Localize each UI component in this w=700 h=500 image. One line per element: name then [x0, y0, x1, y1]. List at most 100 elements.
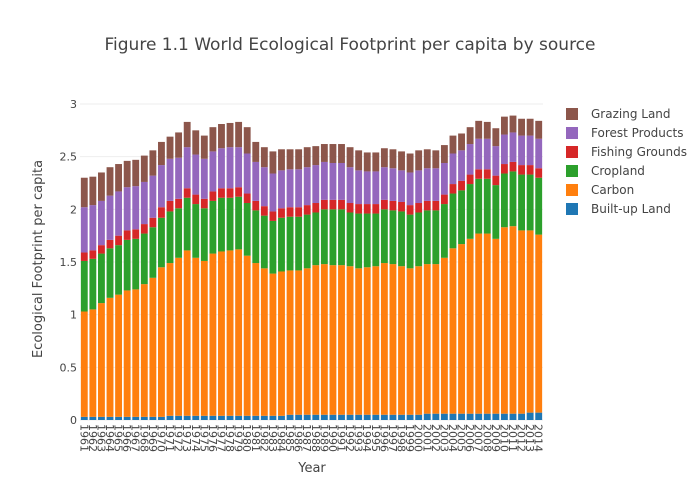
bar-segment [89, 250, 97, 259]
bar-segment [123, 160, 131, 188]
bar-segment [535, 168, 543, 178]
bar-segment [312, 165, 320, 204]
bar-segment [372, 171, 380, 205]
bar-segment [243, 153, 251, 194]
bar-segment [158, 141, 165, 166]
bar-segment [226, 197, 234, 251]
bar-segment [398, 211, 405, 267]
y-tick-label: 0 [70, 414, 77, 427]
bar-segment [303, 414, 311, 420]
x-tick-label: 2008 [480, 424, 493, 452]
bar-segment [355, 213, 363, 269]
bar-segment [449, 413, 457, 420]
bar-segment [372, 204, 380, 214]
bar-segment [346, 414, 354, 420]
bar-segment [449, 193, 457, 249]
bar-segment [466, 184, 474, 239]
bar-segment [312, 265, 320, 415]
bar-segment [80, 207, 88, 253]
bar-segment [209, 200, 217, 254]
bar-segment [260, 206, 268, 216]
bar-segment [192, 154, 200, 195]
bar-segment [475, 138, 483, 170]
bar-segment [243, 255, 251, 416]
bar-segment [183, 197, 191, 251]
legend-swatch [566, 146, 578, 158]
bar-segment [278, 217, 285, 272]
bar-segment [149, 217, 157, 228]
bar-segment [175, 132, 183, 158]
bar-segment [209, 415, 217, 420]
bar-segment [123, 290, 131, 417]
bar-segment [269, 220, 277, 274]
bar-segment [432, 210, 440, 265]
bar-segment [140, 155, 148, 182]
x-tick-labels: 1961196219631964196519661967196819691970… [77, 424, 544, 452]
x-tick-label: 1964 [103, 424, 116, 452]
bar-segment [278, 149, 285, 171]
bar-segment [295, 216, 303, 271]
bar-segment [440, 204, 448, 258]
legend-label: Carbon [591, 183, 634, 197]
bar-segment [98, 172, 105, 201]
bar-segment [98, 303, 105, 417]
bar-segment [115, 294, 123, 417]
bar-segment [260, 167, 268, 207]
x-tick-label: 1981 [249, 424, 262, 452]
bar-segment [269, 173, 277, 212]
bar-segment [175, 157, 183, 199]
bar-segment [149, 227, 157, 278]
bar-segment [235, 196, 243, 250]
bar-segment [389, 264, 397, 415]
bar-segment [175, 208, 183, 258]
bar-segment [175, 257, 183, 416]
x-tick-label: 2006 [463, 424, 476, 452]
x-tick-label: 1996 [377, 424, 390, 452]
x-tick-label: 1971 [163, 424, 176, 452]
bar-segment [166, 211, 174, 264]
bar-segment [329, 265, 337, 415]
bar-segment [269, 415, 277, 420]
bar-segment [175, 198, 183, 209]
bar-segment [98, 253, 105, 304]
bar-segment [406, 153, 414, 173]
bar-segment [235, 121, 243, 148]
bar-segment [423, 264, 431, 414]
bar-segment [389, 210, 397, 265]
legend-swatch [566, 127, 578, 139]
bar-segment [252, 200, 260, 211]
bar-segment [132, 229, 140, 239]
bar-segment [535, 234, 543, 413]
bar-segment [200, 158, 208, 199]
legend-label: Fishing Grounds [591, 145, 687, 159]
bar-segment [518, 230, 525, 414]
bar-segment [209, 253, 217, 416]
bar-segment [235, 249, 243, 416]
bar-segment [200, 260, 208, 416]
bar-segment [406, 172, 414, 206]
bar-segment [346, 167, 354, 204]
bar-segment [466, 413, 474, 420]
x-tick-label: 2014 [532, 424, 545, 452]
bar-segment [423, 210, 431, 265]
x-tick-label: 2010 [497, 424, 510, 452]
bar-segment [415, 150, 423, 171]
bar-segment [303, 147, 311, 168]
bar-segment [406, 214, 414, 269]
bar-segment [372, 152, 380, 172]
x-tick-label: 1991 [335, 424, 348, 452]
bar-segment [183, 250, 191, 416]
bar-segment [338, 414, 345, 420]
bar-segment [440, 145, 448, 163]
bar-segment [415, 203, 423, 213]
bar-segment [166, 158, 174, 201]
legend: Grazing Land Forest Products Fishing Groun… [566, 107, 687, 216]
x-tick-label: 1988 [309, 424, 322, 452]
x-tick-label: 1968 [137, 424, 150, 452]
x-tick-label: 1982 [257, 424, 270, 452]
bar-segment [329, 162, 337, 200]
bar-segment [243, 203, 251, 256]
bar-segment [320, 264, 328, 415]
y-axis-title: Ecological Footprint per capita [31, 160, 46, 358]
bar-segment [518, 413, 525, 420]
